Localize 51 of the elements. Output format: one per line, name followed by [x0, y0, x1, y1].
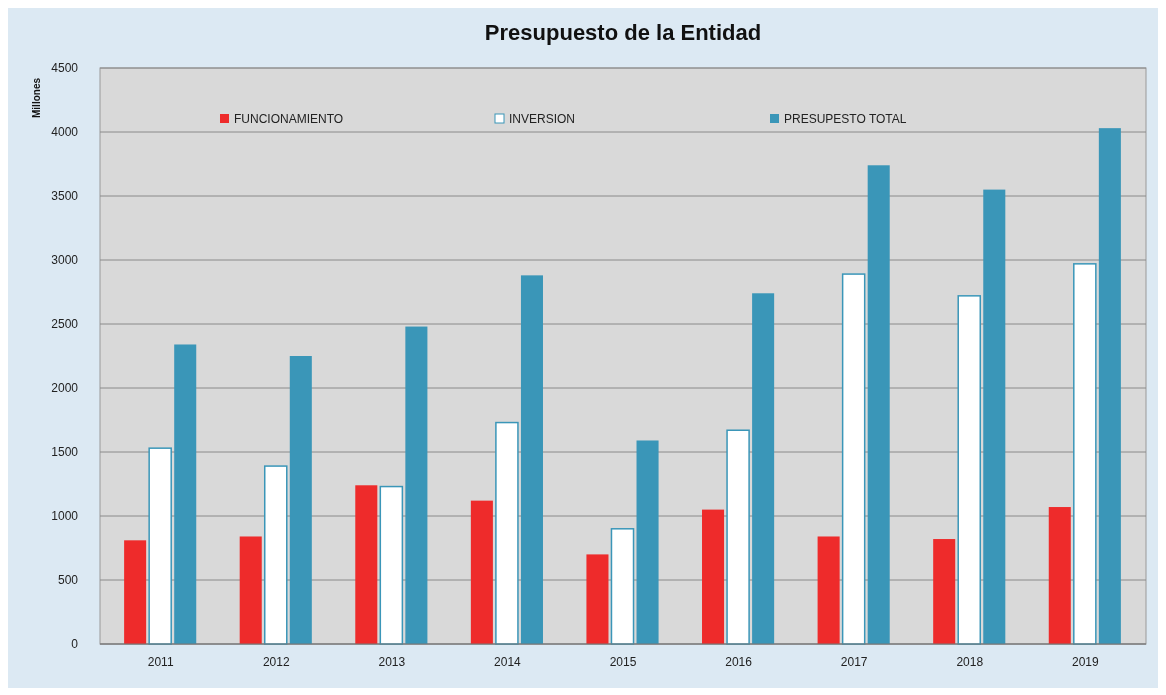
bar [1073, 263, 1097, 645]
y-tick-label: 3000 [51, 253, 79, 267]
bar [405, 326, 428, 644]
y-tick-label: 1000 [51, 509, 79, 523]
legend-label: FUNCIONAMIENTO [234, 112, 344, 126]
x-tick-label: 2018 [956, 655, 984, 669]
y-axis-title: Millones [31, 77, 42, 119]
legend-label: PRESUPESTO TOTAL [784, 112, 907, 126]
x-tick-label: 2011 [147, 655, 174, 669]
bar [470, 500, 493, 644]
bar [148, 447, 172, 645]
bar [841, 273, 866, 645]
x-tick-label: 2014 [494, 655, 522, 669]
bar [174, 344, 197, 644]
y-tick-label: 500 [57, 573, 79, 587]
bar [1098, 128, 1121, 644]
bar [263, 465, 288, 645]
bar [817, 536, 840, 644]
x-tick-label: 2015 [609, 655, 637, 669]
bar [289, 356, 312, 644]
y-tick-label: 3500 [51, 189, 79, 203]
x-tick-label: 2019 [1071, 655, 1099, 669]
chart-title: Presupuesto de la Entidad [484, 20, 762, 45]
bar [355, 485, 378, 644]
bar [867, 165, 890, 644]
bar [239, 536, 262, 644]
x-tick-label: 2017 [840, 655, 868, 669]
y-tick-label: 0 [71, 637, 79, 651]
bar [636, 440, 659, 644]
y-tick-label: 2000 [51, 381, 79, 395]
x-tick-label: 2016 [725, 655, 753, 669]
bar [520, 275, 543, 644]
bar [957, 295, 982, 645]
bar [933, 539, 956, 644]
bar [495, 421, 519, 645]
bar [983, 189, 1006, 644]
x-tick-label: 2012 [262, 655, 290, 669]
bar [702, 509, 725, 644]
y-tick-label: 2500 [51, 317, 79, 331]
y-tick-label: 4000 [51, 125, 79, 139]
bar [586, 554, 609, 644]
y-tick-label: 4500 [51, 61, 79, 75]
bar [1048, 507, 1071, 644]
y-tick-label: 1500 [51, 445, 79, 459]
bar [610, 528, 635, 645]
x-tick-label: 2013 [378, 655, 406, 669]
legend-label: INVERSION [509, 112, 576, 126]
bar [752, 293, 775, 644]
bar [379, 485, 404, 645]
bar [124, 540, 147, 644]
bar [726, 429, 750, 645]
